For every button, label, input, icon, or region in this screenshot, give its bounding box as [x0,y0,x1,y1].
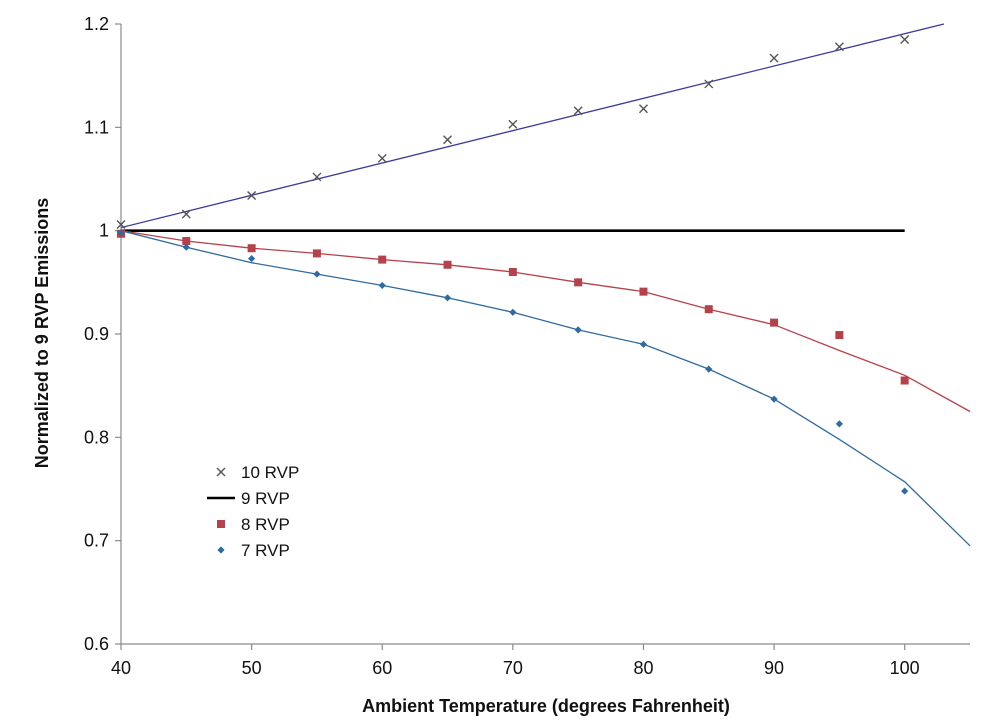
data-point-10-rvp [508,119,518,129]
legend-swatch-8-rvp [217,520,225,528]
data-point-10-rvp-stroke-b [312,172,322,182]
legend-label-7-rvp: 7 RVP [241,541,290,560]
data-point-10-rvp-stroke-b [638,104,648,114]
data-point-10-rvp [247,191,257,201]
trendline-10-rvp [120,23,945,229]
series-markers [116,35,910,495]
trendline-8-rvp [120,230,971,413]
data-point-7-rvp [835,420,843,428]
data-point-10-rvp-stroke-b [247,191,257,201]
data-point-7-rvp [901,487,909,495]
data-point-7-rvp [313,270,321,278]
data-point-10-rvp [834,42,844,52]
data-point-10-rvp [769,53,779,63]
data-point-7-rvp [378,281,386,290]
y-tick-label: 1.1 [84,117,109,137]
y-tick-label: 0.7 [84,531,109,551]
data-point-10-rvp-stroke-b [181,209,191,219]
data-point-10-rvp-stroke-b [508,119,518,129]
data-point-10-rvp [638,104,648,114]
series-lines [120,23,971,547]
y-tick-label: 0.6 [84,634,109,654]
data-point-10-rvp [704,79,714,89]
y-tick-label: 1 [99,221,109,241]
legend-swatch-10-rvp-stroke-b [216,467,226,477]
legend-label-8-rvp: 8 RVP [241,515,290,534]
x-axis-title: Ambient Temperature (degrees Fahrenheit) [362,696,730,716]
data-point-8-rvp [378,255,387,264]
data-point-10-rvp [443,135,453,145]
x-tick-label: 90 [764,658,784,678]
x-tick-label: 40 [111,658,131,678]
data-point-8-rvp [574,278,583,287]
data-point-8-rvp [704,305,713,314]
data-point-10-rvp-stroke-b [116,219,126,229]
tick-labels: 0.6 0.7 0.8 0.9 1 1.1 1.2 40 50 60 70 80 90 100 [84,14,920,678]
data-point-10-rvp [116,219,126,229]
data-point-10-rvp [312,172,322,182]
legend-swatch-10-rvp [216,467,226,477]
data-point-10-rvp-stroke-b [573,106,583,116]
x-tick-label: 70 [503,658,523,678]
data-point-10-rvp [573,106,583,116]
y-tick-label: 1.2 [84,14,109,34]
data-point-7-rvp [182,243,190,251]
data-point-7-rvp [705,365,713,373]
data-point-8-rvp [770,318,779,327]
x-tick-label: 50 [242,658,262,678]
data-point-7-rvp [248,254,256,263]
y-tick-label: 0.8 [84,427,109,447]
data-point-10-rvp [181,209,191,219]
x-tick-label: 60 [372,658,392,678]
data-point-8-rvp [900,376,909,385]
data-point-8-rvp [247,244,256,253]
data-point-7-rvp [509,308,517,316]
axes [115,23,970,650]
data-point-8-rvp [312,249,321,258]
x-tick-label: 100 [890,658,920,678]
data-point-7-rvp [770,395,778,403]
x-tick-label: 80 [633,658,653,678]
data-point-10-rvp [377,153,387,163]
data-point-10-rvp-stroke-b [769,53,779,63]
data-point-10-rvp-stroke-b [443,135,453,145]
trendline-7-rvp [120,230,971,547]
data-point-8-rvp [182,237,191,245]
data-point-10-rvp-stroke-b [834,42,844,52]
data-point-7-rvp [443,294,452,302]
data-point-7-rvp [574,326,582,334]
y-axis-title: Normalized to 9 RVP Emissions [32,198,52,468]
data-point-8-rvp [508,268,517,276]
data-point-10-rvp-stroke-b [377,153,387,163]
data-point-8-rvp [639,287,648,296]
legend: 10 RVP 9 RVP 8 RVP 7 RVP [207,463,299,560]
data-point-10-rvp-stroke-b [900,35,910,44]
data-point-7-rvp [117,229,125,237]
data-point-7-rvp [639,340,648,348]
legend-swatch-7-rvp [217,546,225,554]
data-point-8-rvp [835,331,844,340]
data-point-10-rvp-stroke-b [704,79,714,89]
legend-label-9-rvp: 9 RVP [241,489,290,508]
y-tick-label: 0.9 [84,324,109,344]
data-point-8-rvp [443,260,452,269]
data-point-10-rvp [900,35,910,44]
legend-label-10-rvp: 10 RVP [241,463,299,482]
